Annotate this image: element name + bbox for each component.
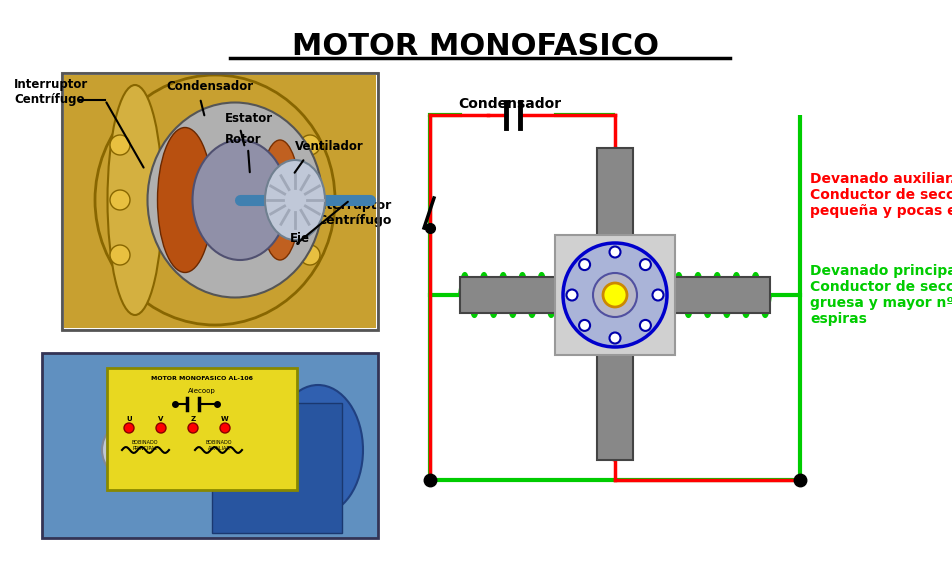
Text: MOTOR MONOFASICO: MOTOR MONOFASICO (292, 32, 659, 61)
Bar (107, 368, 297, 490)
Ellipse shape (265, 160, 325, 240)
Circle shape (156, 423, 166, 433)
Text: Eje: Eje (289, 232, 309, 245)
Text: Aiecoop: Aiecoop (188, 388, 216, 394)
Circle shape (603, 283, 626, 307)
Text: V: V (158, 416, 164, 422)
Text: Devanado auxiliar.
Conductor de sección
pequeña y pocas espiras: Devanado auxiliar. Conductor de sección … (809, 172, 952, 218)
Bar (554, 235, 674, 355)
Circle shape (300, 245, 320, 265)
Text: Condensador: Condensador (167, 80, 253, 93)
Circle shape (109, 135, 129, 155)
Text: BOBINADO
AUXILIAR: BOBINADO AUXILIAR (206, 440, 232, 451)
Text: Condensador: Condensador (458, 97, 561, 111)
Bar (62, 73, 378, 330)
Bar (64, 75, 376, 328)
Circle shape (639, 259, 650, 270)
Text: Devanado principal.
Conductor de sección
gruesa y mayor nº de
espiras: Devanado principal. Conductor de sección… (809, 263, 952, 327)
Text: Z: Z (190, 416, 195, 422)
Bar (460, 277, 555, 313)
Circle shape (300, 190, 320, 210)
Text: Interruptor
Centrífugo: Interruptor Centrífugo (14, 78, 89, 106)
Ellipse shape (157, 127, 212, 272)
Ellipse shape (272, 385, 363, 515)
Ellipse shape (192, 140, 288, 260)
Circle shape (300, 135, 320, 155)
Bar (596, 148, 632, 268)
Circle shape (109, 190, 129, 210)
Bar (42, 353, 378, 538)
Text: Estator: Estator (225, 112, 273, 125)
Text: U: U (126, 416, 131, 422)
Ellipse shape (102, 420, 162, 480)
Circle shape (609, 247, 620, 257)
Bar (211, 403, 342, 533)
Text: W: W (221, 416, 228, 422)
Text: Rotor: Rotor (225, 133, 262, 146)
Circle shape (579, 320, 589, 331)
Circle shape (220, 423, 229, 433)
Ellipse shape (95, 75, 335, 325)
Ellipse shape (563, 243, 666, 347)
Bar (62, 73, 378, 330)
Text: MOTOR MONOFASICO AL-106: MOTOR MONOFASICO AL-106 (150, 376, 252, 381)
Text: BOBINADO
PRINCIPAL: BOBINADO PRINCIPAL (131, 440, 158, 451)
Ellipse shape (148, 102, 322, 297)
Circle shape (652, 289, 663, 301)
Bar (673, 277, 769, 313)
Circle shape (565, 289, 577, 301)
Circle shape (579, 259, 589, 270)
Circle shape (592, 273, 636, 317)
Bar (596, 342, 632, 460)
Ellipse shape (108, 85, 163, 315)
Circle shape (609, 333, 620, 343)
Circle shape (124, 423, 134, 433)
Circle shape (188, 423, 198, 433)
Ellipse shape (260, 140, 300, 260)
Text: Ventilador: Ventilador (295, 140, 364, 153)
Text: Interruptor
Centrífugo: Interruptor Centrífugo (313, 199, 391, 227)
Circle shape (109, 245, 129, 265)
Circle shape (639, 320, 650, 331)
